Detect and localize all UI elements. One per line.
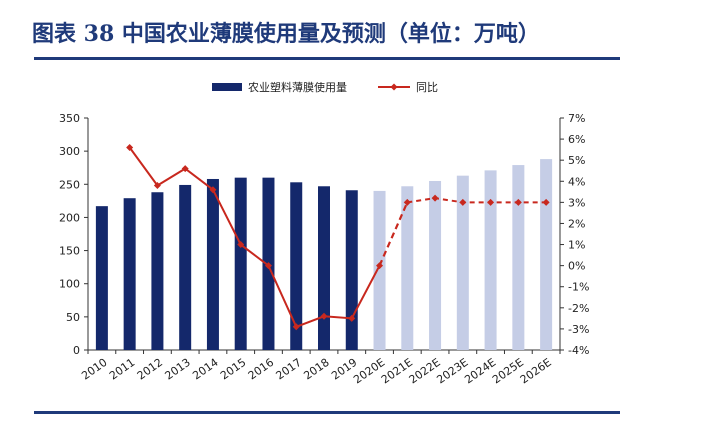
left-tick-label: 300 [59, 145, 80, 158]
left-tick-label: 250 [59, 178, 80, 191]
right-tick-label: 0% [568, 260, 585, 273]
right-tick-label: 4% [568, 175, 585, 188]
x-tick-label: 2017 [274, 356, 304, 383]
x-tick-label: 2010 [79, 356, 109, 383]
x-tick-label: 2016 [246, 356, 276, 383]
right-tick-label: 6% [568, 133, 585, 146]
right-tick-label: -3% [568, 323, 589, 336]
legend-line-label: 同比 [416, 81, 438, 94]
legend-bar-swatch [212, 83, 242, 91]
yoy-point [181, 165, 189, 173]
legend-line-marker [390, 83, 398, 91]
right-tick-label: 2% [568, 217, 585, 230]
yoy-point [292, 323, 300, 331]
bar [456, 175, 469, 350]
bar [123, 198, 136, 350]
yoy-point [209, 186, 217, 194]
bar [151, 192, 164, 350]
bottom-rule [34, 411, 620, 414]
x-tick-label: 2020E [351, 356, 387, 387]
x-tick-label: 2022E [407, 356, 443, 387]
x-tick-label: 2011 [107, 356, 137, 383]
bar [401, 186, 414, 350]
yoy-point [153, 181, 161, 189]
x-tick-label: 2021E [379, 356, 415, 387]
left-tick-label: 200 [59, 211, 80, 224]
left-tick-label: 50 [66, 311, 80, 324]
right-tick-label: -4% [568, 344, 589, 357]
bar [373, 190, 386, 350]
bar [318, 186, 330, 350]
x-tick-label: 2013 [163, 356, 193, 383]
x-tick-label: 2023E [434, 356, 470, 387]
x-tick-label: 2012 [135, 356, 165, 383]
bar [290, 182, 303, 350]
right-tick-label: 3% [568, 196, 585, 209]
x-tick-label: 2025E [490, 356, 526, 387]
bar [179, 184, 192, 350]
yoy-point [459, 198, 467, 206]
right-tick-label: 1% [568, 239, 585, 252]
bars [95, 159, 553, 350]
yoy-point [126, 144, 134, 152]
x-tick-label: 2015 [218, 356, 248, 383]
bar [429, 180, 442, 350]
legend-bar-label: 农业塑料薄膜使用量 [248, 80, 347, 94]
yoy-line-actual [128, 146, 381, 329]
yoy-point [348, 314, 356, 322]
yoy-point [487, 198, 495, 206]
right-tick-label: 7% [568, 112, 585, 125]
right-tick-label: 5% [568, 154, 585, 167]
right-tick-label: -2% [568, 302, 589, 315]
yoy-point [320, 312, 328, 320]
x-tick-label: 2014 [190, 356, 220, 383]
bar [206, 178, 219, 350]
bar [512, 165, 525, 350]
legend: 农业塑料薄膜使用量 同比 [212, 80, 438, 94]
left-tick-label: 150 [59, 245, 80, 258]
bar [540, 159, 553, 350]
yoy-line-forecast-dashed [378, 201, 409, 267]
left-tick-label: 350 [59, 112, 80, 125]
yoy-point [403, 198, 411, 206]
left-tick-label: 100 [59, 278, 80, 291]
bar [484, 170, 497, 350]
yoy-point [542, 198, 550, 206]
bar [345, 190, 358, 350]
x-tick-label: 2018 [301, 356, 331, 383]
x-tick-label: 2026E [518, 356, 554, 387]
yoy-line [126, 144, 550, 331]
yoy-point [237, 241, 245, 249]
bar [95, 206, 108, 350]
yoy-point [264, 262, 272, 270]
bar [234, 177, 247, 350]
yoy-line-forecast [407, 197, 547, 204]
left-tick-label: 0 [73, 344, 80, 357]
chart-title: 图表 38 中国农业薄膜使用量及预测（单位：万吨） [32, 21, 540, 47]
title-rule [34, 57, 620, 60]
x-tick-label: 2024E [462, 356, 498, 387]
yoy-point [514, 198, 522, 206]
yoy-point [431, 194, 439, 202]
yoy-point [376, 262, 384, 270]
right-tick-label: -1% [568, 281, 589, 294]
